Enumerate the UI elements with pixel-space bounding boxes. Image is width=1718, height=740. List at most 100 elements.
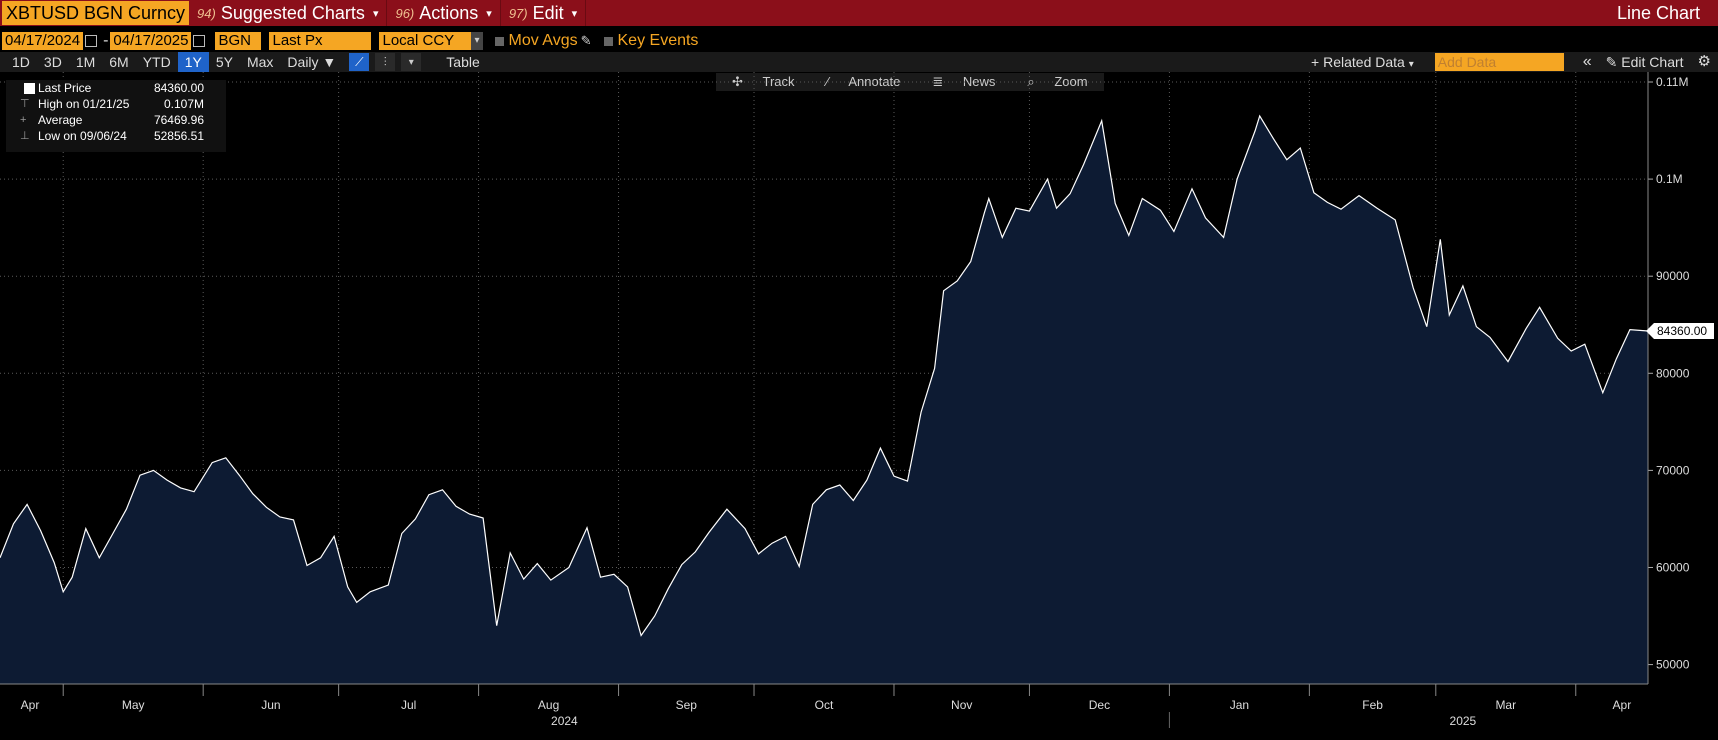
legend-low: ⊥ Low on 09/06/24 52856.51 <box>6 128 226 144</box>
y-tick-label: 0.1M <box>1656 172 1683 186</box>
x-tick-label: Feb <box>1362 698 1383 712</box>
news-icon: ≣ <box>932 74 947 89</box>
range-1y[interactable]: 1Y <box>177 52 209 72</box>
key-events-label: Key Events <box>617 32 699 49</box>
x-tick-label: Mar <box>1495 698 1516 712</box>
price-legend[interactable]: Last Price 84360.00 ⊤ High on 01/21/25 0… <box>6 80 226 152</box>
menu-label: Suggested Charts <box>220 2 365 23</box>
y-tick-label: 70000 <box>1656 463 1690 477</box>
year-label: 2024 <box>551 714 578 728</box>
currency-selector[interactable]: Local CCY <box>379 32 472 50</box>
price-chart[interactable]: 50000 60000 70000 80000 90000 0.1M 0.11M Apr May… <box>0 72 1718 740</box>
track-label: Track <box>762 74 795 89</box>
edit-chart-button[interactable]: ✎ Edit Chart <box>1599 52 1691 72</box>
y-tick-label: 60000 <box>1656 560 1690 574</box>
ticker-field[interactable]: XBTUSD BGN Curncy <box>2 1 190 25</box>
add-data-input[interactable]: Add Data <box>1434 53 1564 71</box>
pencil-icon: ✎ <box>1605 54 1622 70</box>
menu-label: Actions <box>419 2 479 23</box>
last-price-tag-label: 84360.00 <box>1657 324 1707 338</box>
chevron-down-icon[interactable]: ▾ <box>401 53 422 71</box>
edit-menu[interactable]: 97) Edit ▾ <box>501 0 587 26</box>
toolbar-right: + Related Data ▾ Add Data « ✎ Edit Chart… <box>1304 52 1718 72</box>
pencil-icon[interactable]: ✎ <box>580 33 592 48</box>
range-5y[interactable]: 5Y <box>215 54 233 70</box>
parameter-bar: 04/17/2024 - 04/17/2025 BGN Last Px Loca… <box>0 30 1718 52</box>
gear-icon[interactable]: ⚙ <box>1697 53 1711 70</box>
zoom-label: Zoom <box>1054 74 1088 89</box>
calendar-icon[interactable] <box>193 35 206 47</box>
x-tick-label: Jun <box>261 698 280 712</box>
chevron-down-icon: ▾ <box>571 7 578 20</box>
legend-label: High on 01/21/25 <box>38 97 130 111</box>
track-tool[interactable]: ✣ Track <box>716 73 811 91</box>
chevron-down-icon[interactable]: ▾ <box>471 32 483 50</box>
legend-value: 84360.00 <box>153 81 204 95</box>
legend-label: Low on 09/06/24 <box>38 129 127 143</box>
high-marker-icon: ⊤ <box>20 98 30 110</box>
menu-number: 97) <box>508 5 528 21</box>
start-date-field[interactable]: 04/17/2024 <box>2 32 84 50</box>
range-1m[interactable]: 1M <box>75 54 96 70</box>
source-field[interactable]: BGN <box>215 32 262 50</box>
related-data-button[interactable]: + Related Data ▾ <box>1304 52 1421 72</box>
legend-label: Last Price <box>38 81 92 95</box>
legend-high: ⊤ High on 01/21/25 0.107M <box>6 96 226 112</box>
field-selector[interactable]: Last Px <box>269 32 372 50</box>
year-label: 2025 <box>1450 714 1477 728</box>
line-chart-icon[interactable]: ⟋ <box>349 53 370 71</box>
suggested-charts-menu[interactable]: 94) Suggested Charts ▾ <box>189 0 388 26</box>
related-data-label: + Related Data <box>1311 54 1405 70</box>
y-tick-label: 0.11M <box>1656 75 1688 89</box>
x-tick-label: Apr <box>21 698 40 712</box>
zoom-tool[interactable]: ⌕ Zoom <box>1011 73 1103 91</box>
y-tick-label: 50000 <box>1656 658 1690 672</box>
legend-value: 0.107M <box>163 97 204 111</box>
menu-label: Edit <box>532 2 564 23</box>
x-tick-label: Jan <box>1230 698 1249 712</box>
annotate-tool[interactable]: ⁄ Annotate <box>811 73 917 91</box>
x-tick-label: Aug <box>538 698 559 712</box>
range-ytd[interactable]: YTD <box>142 54 171 70</box>
news-tool[interactable]: ≣ News <box>916 73 1011 91</box>
calendar-icon[interactable] <box>85 35 98 47</box>
y-tick-label: 80000 <box>1656 366 1690 380</box>
range-3d[interactable]: 3D <box>43 54 62 70</box>
x-tick-label: May <box>122 698 145 712</box>
legend-last-price: Last Price 84360.00 <box>6 80 226 96</box>
frequency-selector[interactable]: Daily ▼ <box>287 54 337 70</box>
chart-type-label: Line Chart <box>1616 3 1700 23</box>
legend-average: + Average 76469.96 <box>6 112 226 128</box>
magnifier-icon: ⌕ <box>1027 74 1039 89</box>
date-separator: - <box>103 32 109 49</box>
crosshair-icon: ✣ <box>732 74 747 89</box>
menu-number: 96) <box>395 5 415 21</box>
last-price-tag <box>1646 322 1714 339</box>
mov-avgs-label: Mov Avgs <box>508 32 578 49</box>
chart-axes: 50000 60000 70000 80000 90000 0.1M 0.11M Apr May… <box>0 72 1714 728</box>
end-date-field[interactable]: 04/17/2025 <box>110 32 192 50</box>
range-1d[interactable]: 1D <box>12 54 30 70</box>
edit-chart-label: Edit Chart <box>1621 54 1684 70</box>
price-line <box>0 114 1649 637</box>
range-6m[interactable]: 6M <box>109 54 129 70</box>
low-marker-icon: ⊥ <box>20 130 30 142</box>
last-price-swatch <box>24 83 35 94</box>
menu-number: 94) <box>197 5 216 21</box>
mov-avgs-checkbox[interactable] <box>494 36 504 46</box>
actions-menu[interactable]: 96) Actions ▾ <box>387 0 501 26</box>
key-events-checkbox[interactable] <box>603 36 613 46</box>
chevron-down-icon: ▾ <box>372 7 379 20</box>
average-marker-icon: + <box>20 114 27 126</box>
table-button[interactable]: Table <box>446 54 480 70</box>
legend-value: 76469.96 <box>153 113 204 127</box>
range-max[interactable]: Max <box>246 54 274 70</box>
price-area <box>0 116 1648 684</box>
x-tick-label: Sep <box>676 698 698 712</box>
x-tick-label: Dec <box>1089 698 1110 712</box>
x-tick-label: Nov <box>951 698 972 712</box>
candlestick-icon[interactable]: ⫶ <box>375 53 396 71</box>
x-tick-label: Oct <box>815 698 834 712</box>
collapse-chevrons-icon[interactable]: « <box>1582 53 1592 70</box>
annotate-label: Annotate <box>848 74 901 89</box>
